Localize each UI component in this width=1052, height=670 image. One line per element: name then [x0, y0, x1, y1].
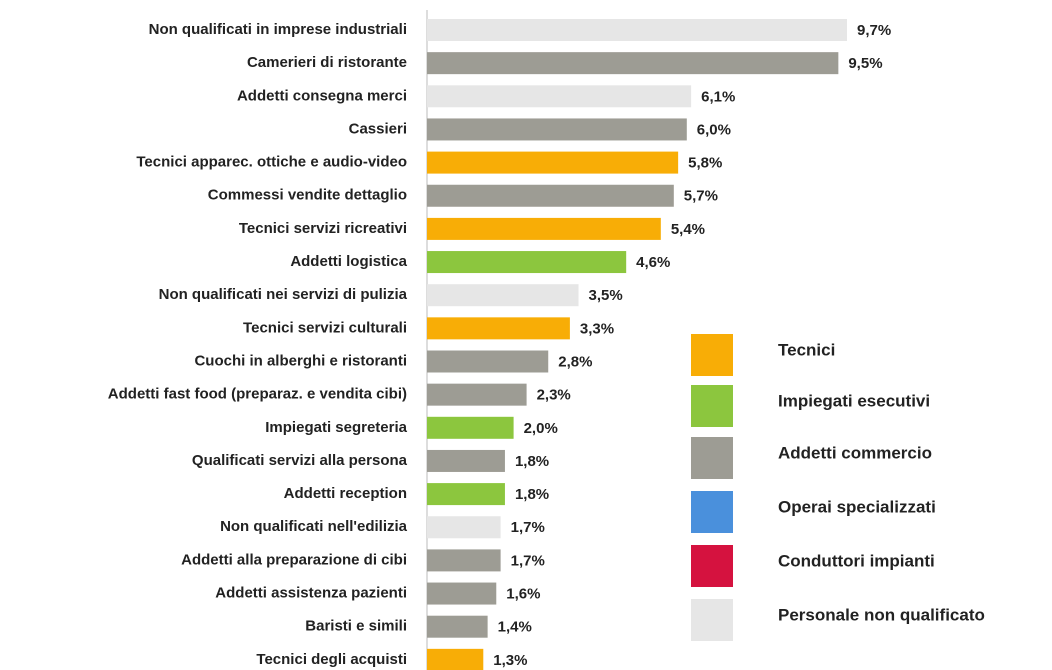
category-label: Addetti logistica — [290, 253, 407, 270]
legend-text: Addetti commercio — [778, 443, 932, 462]
category-label: Tecnici apparec. ottiche e audio-video — [136, 154, 407, 171]
bar — [427, 582, 497, 605]
value-label: 1,8% — [515, 486, 549, 503]
category-label: Non qualificati in imprese industriali — [149, 21, 407, 38]
bar — [427, 184, 674, 207]
category-label: Baristi e simili — [305, 618, 407, 635]
legend-swatch — [691, 599, 733, 641]
bar — [427, 85, 692, 108]
value-label: 1,4% — [498, 619, 532, 636]
value-label: 1,6% — [506, 586, 540, 603]
bar — [427, 516, 501, 539]
bar — [427, 317, 570, 340]
bar — [427, 52, 839, 75]
value-label: 2,8% — [558, 353, 592, 370]
category-label: Addetti assistenza pazienti — [215, 585, 407, 602]
bar — [427, 19, 848, 41]
value-label: 3,3% — [580, 320, 614, 337]
bar — [427, 151, 679, 174]
bar — [427, 383, 527, 406]
value-label: 3,5% — [589, 287, 623, 304]
category-label: Camerieri di ristorante — [247, 54, 407, 71]
value-label: 2,3% — [537, 387, 571, 404]
category-label: Cuochi in alberghi e ristoranti — [194, 352, 407, 369]
category-label: Qualificati servizi alla persona — [192, 452, 408, 469]
value-label: 6,1% — [701, 88, 735, 105]
legend-swatch — [691, 545, 733, 587]
category-label: Tecnici servizi culturali — [243, 319, 407, 336]
value-label: 4,6% — [636, 254, 670, 271]
legend-text: Personale non qualificato — [778, 605, 985, 624]
legend-swatch — [691, 385, 733, 427]
legend-swatch — [691, 491, 733, 533]
legend-swatch — [691, 334, 733, 376]
value-label: 2,0% — [524, 420, 558, 437]
category-label: Tecnici degli acquisti — [256, 651, 407, 668]
value-label: 5,7% — [684, 188, 718, 205]
category-label: Impiegati segreteria — [265, 419, 407, 436]
value-label: 6,0% — [697, 121, 731, 138]
value-label: 1,3% — [493, 652, 527, 669]
value-label: 1,7% — [511, 519, 545, 536]
category-label: Cassieri — [349, 120, 407, 137]
value-label: 9,7% — [857, 22, 891, 39]
category-label: Addetti reception — [284, 485, 407, 502]
bar — [427, 416, 514, 439]
value-label: 9,5% — [848, 55, 882, 72]
bar — [427, 350, 549, 373]
value-label: 5,4% — [671, 221, 705, 238]
legend-text: Operai specializzati — [778, 497, 936, 516]
category-label: Addetti fast food (preparaz. e vendita c… — [108, 386, 407, 403]
bar — [427, 284, 579, 307]
category-label: Tecnici servizi ricreativi — [239, 220, 407, 237]
legend-text: Tecnici — [778, 340, 835, 359]
category-label: Non qualificati nell'edilizia — [220, 518, 408, 535]
bar — [427, 449, 505, 472]
bar — [427, 483, 505, 506]
value-label: 1,8% — [515, 453, 549, 470]
legend-text: Conduttori impianti — [778, 551, 935, 570]
legend-text: Impiegati esecutivi — [778, 391, 930, 410]
bar — [427, 615, 488, 638]
value-label: 5,8% — [688, 155, 722, 172]
legend-swatch — [691, 437, 733, 479]
bar — [427, 217, 661, 240]
category-label: Non qualificati nei servizi di pulizia — [159, 286, 408, 303]
category-label: Addetti alla preparazione di cibi — [181, 551, 407, 568]
category-label: Addetti consegna merci — [237, 87, 407, 104]
value-label: 1,7% — [511, 552, 545, 569]
category-label: Commessi vendite dettaglio — [208, 187, 407, 204]
bar — [427, 251, 627, 274]
bar — [427, 648, 484, 670]
bar — [427, 118, 687, 141]
bar — [427, 549, 501, 572]
